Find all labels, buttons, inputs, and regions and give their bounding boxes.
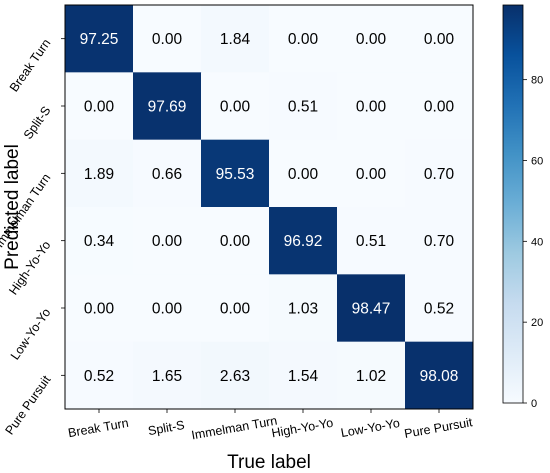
cell-value-label: 1.65 <box>152 368 182 385</box>
cell-value-label: 0.00 <box>356 166 387 183</box>
cell-value-label: 0.52 <box>424 301 454 318</box>
heatmap-cell <box>65 5 134 73</box>
cell-value-label: 0.00 <box>152 233 183 250</box>
heatmap-cell <box>65 72 134 141</box>
heatmap-cell <box>405 274 474 343</box>
colorbar-tick-label: 80 <box>531 75 543 87</box>
y-tick-label: Pure Pursuit <box>3 373 54 438</box>
y-tick-label: Break Turn <box>7 36 54 94</box>
cell-value-label: 0.34 <box>84 233 115 250</box>
heatmap-cell <box>201 207 270 275</box>
x-tick-labels: Break Turn Split-S Immelman TurnHigh-Yo-Yo… <box>67 409 474 442</box>
cell-value-label: 1.84 <box>220 31 251 48</box>
x-tick-label: Pure Pursuit <box>403 415 474 441</box>
cell-value-label: 0.00 <box>220 301 251 318</box>
heatmap-cell <box>65 207 134 275</box>
x-tick-label: Immelman Turn <box>190 414 278 443</box>
x-tick-label: Break Turn <box>67 416 130 440</box>
heatmap-cell <box>133 139 202 208</box>
cell-value-label: 0.52 <box>84 368 114 385</box>
cell-value-label: 1.54 <box>288 368 319 385</box>
heatmap-cell <box>133 72 202 141</box>
cell-value-label: 0.00 <box>288 31 319 48</box>
heatmap-cell <box>405 72 474 141</box>
heatmap-cell <box>337 274 406 343</box>
x-tick-label: Low-Yo-Yo <box>340 416 401 440</box>
plot-frame <box>64 4 474 410</box>
heatmap-cell <box>405 207 474 275</box>
cell-value-label: 0.66 <box>152 166 182 183</box>
cell-value-label: 98.47 <box>352 301 391 318</box>
heatmap-cell <box>201 341 270 410</box>
cell-value-label: 0.00 <box>288 166 319 183</box>
cell-value-label: 0.51 <box>356 233 386 250</box>
colorbar-gradient <box>502 4 524 404</box>
colorbar-tick-label: 20 <box>531 317 543 329</box>
heatmap-cell <box>337 207 406 275</box>
heatmap-cell <box>269 207 338 275</box>
cell-value-label: 98.08 <box>420 368 459 385</box>
heatmap-cell <box>337 341 406 410</box>
heatmap-cell <box>201 139 270 208</box>
cell-value-label: 1.89 <box>84 166 114 183</box>
heatmap-cell <box>201 274 270 343</box>
heatmap-cell <box>337 72 406 141</box>
heatmap-cells: 97.25 0.00 1.84 0.00 0.00 0.00 0.00 97.69 0.00 0.… <box>65 5 474 410</box>
heatmap-cell <box>269 274 338 343</box>
cell-value-label: 97.69 <box>148 99 187 116</box>
cell-value-label: 97.25 <box>80 31 119 48</box>
cell-value-label: 0.00 <box>356 99 387 116</box>
heatmap-cell <box>269 5 338 73</box>
y-tick-label: Split-S <box>21 104 54 142</box>
cell-value-label: 0.00 <box>152 301 183 318</box>
x-tick-label: Split-S <box>147 418 186 438</box>
y-axis-title: Predicted label <box>2 144 23 270</box>
heatmap-cell <box>337 139 406 208</box>
cell-value-label: 0.00 <box>220 233 251 250</box>
heatmap-cell <box>201 72 270 141</box>
cell-value-label: 0.70 <box>424 233 455 250</box>
heatmap-cell <box>133 5 202 73</box>
cell-value-label: 1.02 <box>356 368 386 385</box>
heatmap-cell <box>405 5 474 73</box>
heatmap-cell <box>405 341 474 410</box>
cell-value-label: 0.00 <box>424 31 455 48</box>
cell-value-label: 0.00 <box>220 99 251 116</box>
heatmap-cell <box>65 274 134 343</box>
colorbar: 0 20 40 60 80 <box>502 4 543 410</box>
cell-value-label: 0.00 <box>84 99 115 116</box>
colorbar-tick-label: 40 <box>531 236 543 248</box>
x-tick-label: High-Yo-Yo <box>270 416 334 441</box>
cell-value-label: 1.03 <box>288 301 318 318</box>
heatmap-cell <box>133 207 202 275</box>
heatmap-cell <box>337 5 406 73</box>
y-tick-label: Low-Yo-Yo <box>8 306 54 363</box>
colorbar-ticks: 0 20 40 60 80 <box>523 75 543 410</box>
x-axis-title: True label <box>227 452 311 473</box>
heatmap-cell <box>65 341 134 410</box>
heatmap-cell <box>405 139 474 208</box>
heatmap-cell <box>133 274 202 343</box>
cell-value-label: 0.51 <box>288 99 318 116</box>
heatmap-cell <box>269 72 338 141</box>
cell-value-label: 0.00 <box>356 31 387 48</box>
heatmap-cell <box>269 341 338 410</box>
colorbar-tick-label: 0 <box>531 398 537 410</box>
heatmap-cell <box>201 5 270 73</box>
colorbar-tick-label: 60 <box>531 155 543 167</box>
cell-value-label: 0.00 <box>84 301 115 318</box>
heatmap-cell <box>269 139 338 208</box>
cell-value-label: 95.53 <box>216 166 255 183</box>
cell-value-label: 0.00 <box>424 99 455 116</box>
heatmap-cell <box>133 341 202 410</box>
cell-value-label: 96.92 <box>284 233 323 250</box>
heatmap-cell <box>65 139 134 208</box>
cell-value-label: 0.00 <box>152 31 183 48</box>
cell-value-label: 2.63 <box>220 368 250 385</box>
cell-value-label: 0.70 <box>424 166 455 183</box>
